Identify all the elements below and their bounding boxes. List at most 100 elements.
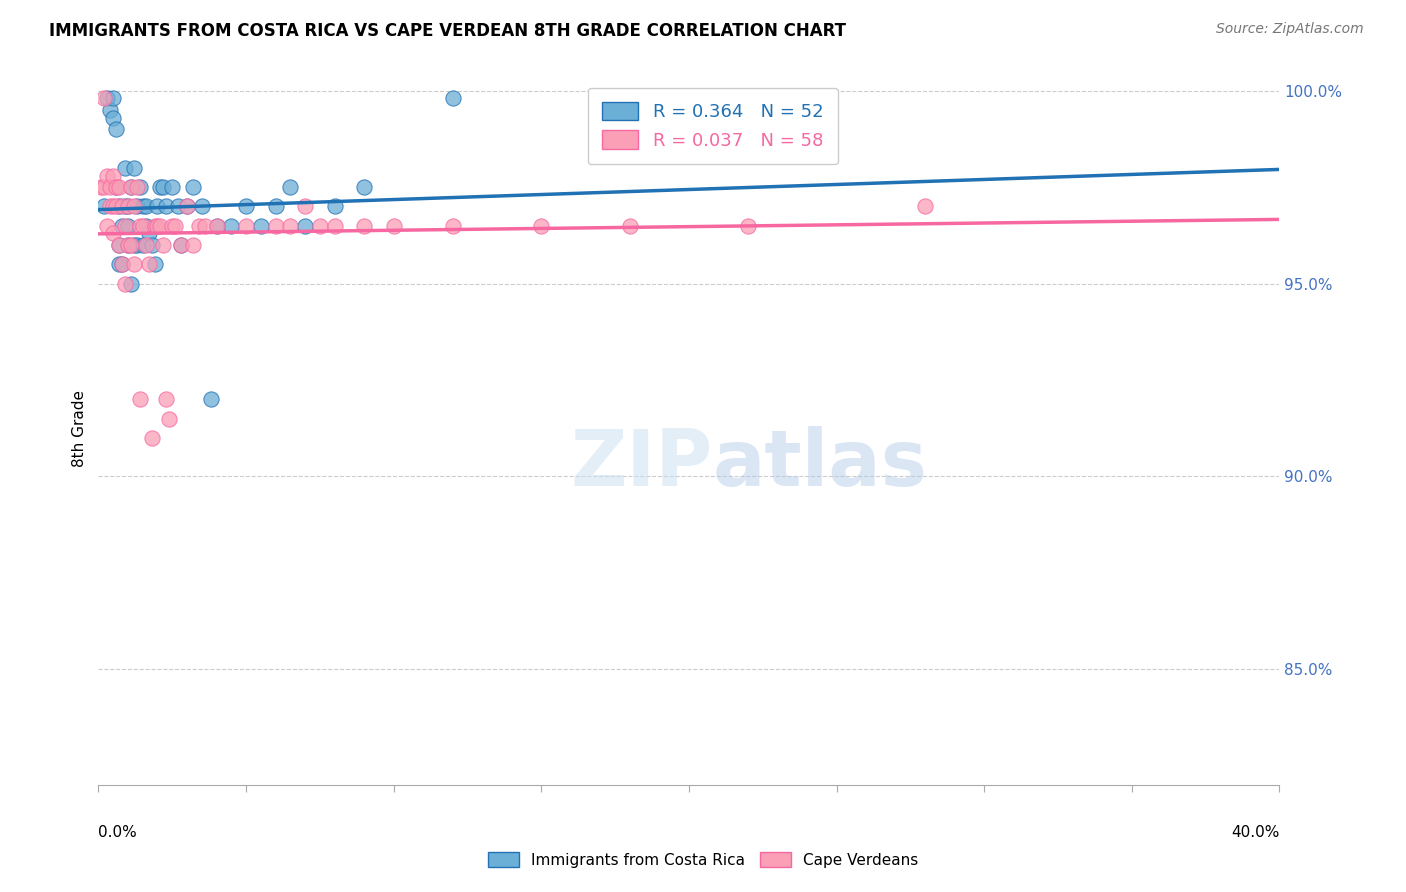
Point: [111, 257, 134, 271]
Point: [108, 238, 131, 252]
Point: [135, 238, 157, 252]
Point: [96, 91, 118, 105]
Point: [191, 199, 214, 213]
Point: [737, 219, 759, 233]
Point: [619, 219, 641, 233]
Text: Source: ZipAtlas.com: Source: ZipAtlas.com: [1216, 22, 1364, 37]
Text: ZIP: ZIP: [571, 425, 713, 502]
Point: [149, 219, 172, 233]
Point: [117, 238, 139, 252]
Point: [111, 199, 134, 213]
Point: [103, 199, 125, 213]
Point: [108, 238, 131, 252]
Point: [143, 219, 166, 233]
Point: [264, 219, 287, 233]
Point: [98, 180, 121, 194]
Text: IMMIGRANTS FROM COSTA RICA VS CAPE VERDEAN 8TH GRADE CORRELATION CHART: IMMIGRANTS FROM COSTA RICA VS CAPE VERDE…: [49, 22, 846, 40]
Point: [205, 219, 228, 233]
Point: [135, 219, 157, 233]
Point: [135, 199, 157, 213]
Point: [382, 219, 405, 233]
Point: [120, 277, 142, 291]
Point: [128, 392, 150, 407]
Point: [152, 238, 174, 252]
Point: [125, 199, 148, 213]
Point: [105, 199, 128, 213]
Point: [162, 219, 183, 233]
Point: [122, 161, 145, 175]
Text: atlas: atlas: [713, 425, 928, 502]
Point: [323, 199, 346, 213]
Point: [205, 219, 228, 233]
Point: [117, 238, 139, 252]
Point: [128, 219, 150, 233]
Point: [114, 199, 136, 213]
Point: [187, 219, 209, 233]
Point: [170, 238, 193, 252]
Point: [93, 199, 115, 213]
Point: [93, 91, 115, 105]
Point: [162, 180, 183, 194]
Point: [264, 199, 287, 213]
Point: [108, 180, 131, 194]
Legend: Immigrants from Costa Rica, Cape Verdeans: Immigrants from Costa Rica, Cape Verdean…: [481, 844, 925, 875]
Point: [122, 238, 145, 252]
Point: [235, 199, 257, 213]
Point: [309, 219, 332, 233]
Point: [105, 180, 128, 194]
Point: [149, 180, 172, 194]
Point: [103, 91, 125, 105]
Point: [176, 199, 198, 213]
Point: [165, 219, 187, 233]
Point: [200, 392, 222, 407]
Point: [914, 199, 936, 213]
Point: [143, 257, 166, 271]
Point: [141, 238, 163, 252]
Point: [167, 199, 190, 213]
Point: [120, 238, 142, 252]
Point: [294, 199, 316, 213]
Point: [105, 122, 128, 136]
Point: [152, 180, 174, 194]
Point: [122, 199, 145, 213]
Point: [530, 219, 553, 233]
Point: [278, 180, 302, 194]
Point: [170, 238, 193, 252]
Point: [181, 238, 204, 252]
Point: [105, 180, 128, 194]
Point: [114, 219, 136, 233]
Point: [132, 238, 155, 252]
Point: [157, 411, 180, 425]
Point: [120, 180, 142, 194]
Point: [117, 199, 139, 213]
Point: [117, 219, 139, 233]
Point: [111, 257, 134, 271]
Point: [117, 199, 139, 213]
Point: [219, 219, 242, 233]
Point: [294, 219, 316, 233]
Point: [122, 257, 145, 271]
Point: [141, 431, 163, 445]
Text: 40.0%: 40.0%: [1232, 825, 1279, 840]
Point: [155, 392, 177, 407]
Point: [128, 180, 150, 194]
Point: [146, 219, 169, 233]
Point: [132, 219, 155, 233]
Point: [93, 180, 115, 194]
Point: [98, 199, 121, 213]
Point: [96, 169, 118, 183]
Point: [155, 199, 177, 213]
Point: [353, 219, 375, 233]
Point: [108, 257, 131, 271]
Point: [125, 180, 148, 194]
Point: [138, 227, 160, 241]
Point: [181, 180, 204, 194]
Point: [96, 219, 118, 233]
Point: [278, 219, 302, 233]
Legend: R = 0.364   N = 52, R = 0.037   N = 58: R = 0.364 N = 52, R = 0.037 N = 58: [588, 87, 838, 164]
Point: [194, 219, 217, 233]
Point: [235, 219, 257, 233]
Point: [146, 199, 169, 213]
Point: [98, 103, 121, 117]
Point: [114, 161, 136, 175]
